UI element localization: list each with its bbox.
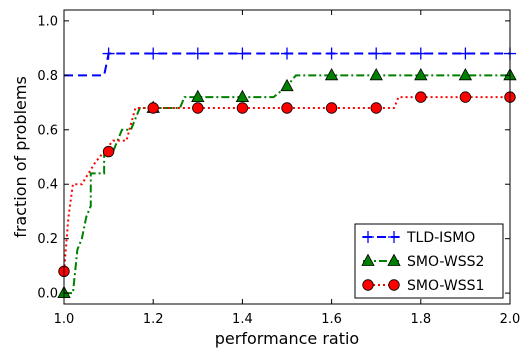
plot-frame (63, 9, 511, 305)
x-tick-label: 1.6 (321, 312, 342, 327)
smo-wss2-marker (414, 67, 428, 81)
smo-wss1-marker (459, 91, 472, 103)
smo-wss2-marker (369, 67, 383, 81)
y-tick-label: 0.2 (37, 232, 58, 247)
smo-wss1-marker (281, 102, 293, 114)
tld-ismo-marker (325, 47, 338, 60)
legend-label-smo-wss2: SMO-WSS2 (407, 254, 484, 270)
smo-wss2-marker (191, 89, 205, 103)
legend: TLD-ISMO SMO-WSS2 SMO-WSS1 (354, 223, 504, 299)
smo-wss2-marker (458, 67, 473, 81)
smo-wss1-marker (147, 102, 159, 114)
smo-wss2-marker (324, 67, 339, 81)
y-tick-label: 0.8 (37, 69, 58, 84)
y-tick-label: 0.0 (37, 287, 58, 302)
y-tick-label: 1.0 (37, 14, 58, 29)
series-curves (63, 52, 510, 295)
smo-wss2-line (64, 74, 510, 295)
legend-marker-smo-wss2 (361, 253, 375, 266)
tld-ismo-marker (147, 47, 160, 60)
x-tick-label: 2.0 (500, 312, 521, 327)
tld-ismo-marker (414, 47, 427, 60)
x-tick-label: 1.0 (54, 312, 75, 327)
x-tick-label: 1.2 (143, 312, 164, 327)
legend-marker-smo-wss1 (388, 279, 400, 291)
smo-wss1-marker (370, 102, 382, 114)
legend-label-tld-ismo: TLD-ISMO (406, 230, 475, 246)
y-tick-label: 0.4 (37, 178, 58, 193)
tld-ismo-marker (102, 47, 115, 60)
tld-ismo-marker (236, 47, 249, 60)
smo-wss1-marker (325, 102, 338, 114)
y-axis-label: fraction of problems (11, 76, 30, 238)
tld-ismo-marker (370, 47, 383, 60)
legend-marker-tld-ismo (362, 231, 374, 243)
legend-marker-tld-ismo (388, 231, 400, 243)
x-tick-label: 1.4 (232, 312, 253, 327)
smo-wss1-marker (102, 145, 115, 158)
legend-marker-smo-wss1 (362, 279, 374, 291)
x-tick-label: 1.8 (410, 312, 431, 327)
smo-wss1-marker (415, 91, 427, 103)
tld-ismo-line (64, 52, 510, 77)
tld-ismo-marker (281, 47, 293, 60)
series-markers (57, 47, 517, 299)
legend-label-smo-wss1: SMO-WSS1 (407, 278, 484, 294)
smo-wss1-marker (192, 102, 204, 114)
axis-ticks: 1.0 1.2 1.4 1.6 1.8 2.0 0.0 0.2 0.4 0.6 0.8 1.0 (37, 10, 520, 327)
legend-marker-smo-wss2 (387, 253, 401, 266)
x-axis-label: performance ratio (215, 329, 359, 348)
smo-wss2-marker (235, 89, 250, 103)
y-tick-label: 0.6 (37, 123, 58, 138)
tld-ismo-marker (459, 47, 472, 60)
tld-ismo-marker (191, 47, 204, 60)
smo-wss2-marker (280, 78, 294, 92)
smo-wss1-marker (236, 102, 249, 114)
